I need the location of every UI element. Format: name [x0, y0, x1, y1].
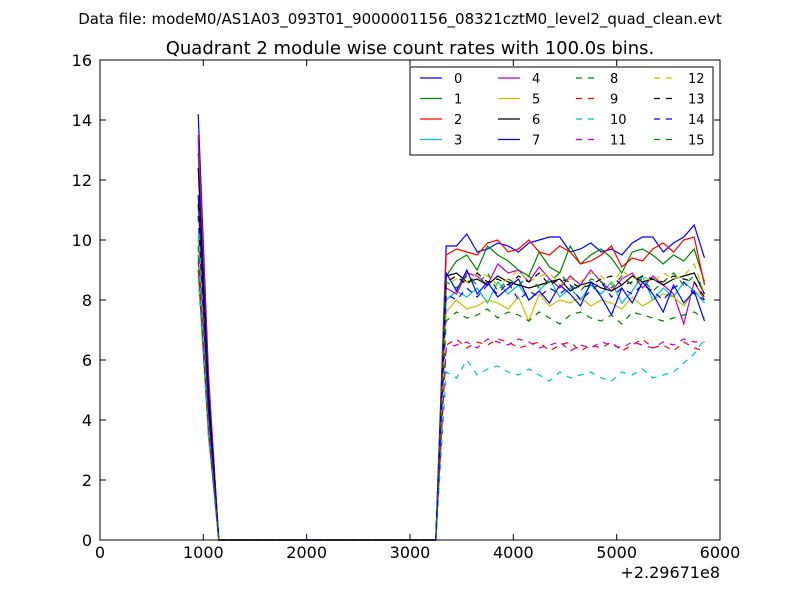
legend-label-2: 2 [454, 113, 462, 128]
y-tick-label-7: 14 [72, 111, 92, 130]
legend-label-3: 3 [454, 134, 462, 149]
legend-label-12: 12 [688, 72, 705, 87]
x-axis: 0 1000 2000 3000 4000 5000 6000 [95, 60, 740, 562]
series-line-15 [197, 245, 705, 541]
chart-title: Quadrant 2 module wise count rates with … [166, 38, 655, 59]
figure-suptitle: Data file: modeM0/AS1A03_093T01_90000011… [78, 10, 722, 29]
x-offset-label: +2.29671e8 [620, 563, 720, 582]
y-tick-label-8: 16 [72, 51, 92, 70]
legend-label-5: 5 [532, 93, 540, 108]
x-tick-label-3: 3000 [390, 543, 431, 562]
plot-area [197, 113, 706, 541]
legend-label-11: 11 [610, 134, 627, 149]
series-line-11 [197, 260, 705, 541]
series-line-6 [197, 167, 706, 541]
series-line-12 [197, 239, 706, 541]
series-line-9 [197, 269, 705, 541]
legend-label-0: 0 [454, 72, 462, 87]
x-tick-label-2: 2000 [286, 543, 327, 562]
y-tick-label-4: 8 [82, 291, 92, 310]
y-tick-label-3: 6 [82, 351, 92, 370]
legend-label-4: 4 [532, 72, 540, 87]
series-line-0 [197, 113, 706, 541]
legend-label-13: 13 [688, 93, 705, 108]
series-line-2 [197, 134, 706, 541]
y-tick-label-1: 2 [82, 471, 92, 490]
legend-label-7: 7 [532, 134, 540, 149]
y-tick-label-5: 10 [72, 231, 92, 250]
legend-label-14: 14 [688, 113, 705, 128]
legend-label-15: 15 [688, 134, 705, 149]
x-tick-label-1: 1000 [183, 543, 224, 562]
series-line-13 [197, 203, 705, 541]
series-line-1 [197, 152, 706, 541]
x-tick-label-6: 6000 [700, 543, 741, 562]
legend-label-9: 9 [610, 93, 618, 108]
legend-label-8: 8 [610, 72, 618, 87]
legend-label-6: 6 [532, 113, 540, 128]
y-tick-label-0: 0 [82, 531, 92, 550]
legend-label-1: 1 [454, 93, 462, 108]
x-tick-label-4: 4000 [493, 543, 534, 562]
series-line-14 [197, 215, 705, 541]
x-tick-label-5: 5000 [596, 543, 637, 562]
legend-frame [409, 66, 714, 156]
x-tick-label-0: 0 [95, 543, 105, 562]
legend-label-10: 10 [610, 113, 627, 128]
y-tick-label-6: 12 [72, 171, 92, 190]
y-tick-label-2: 4 [82, 411, 92, 430]
series-line-4 [197, 140, 706, 541]
